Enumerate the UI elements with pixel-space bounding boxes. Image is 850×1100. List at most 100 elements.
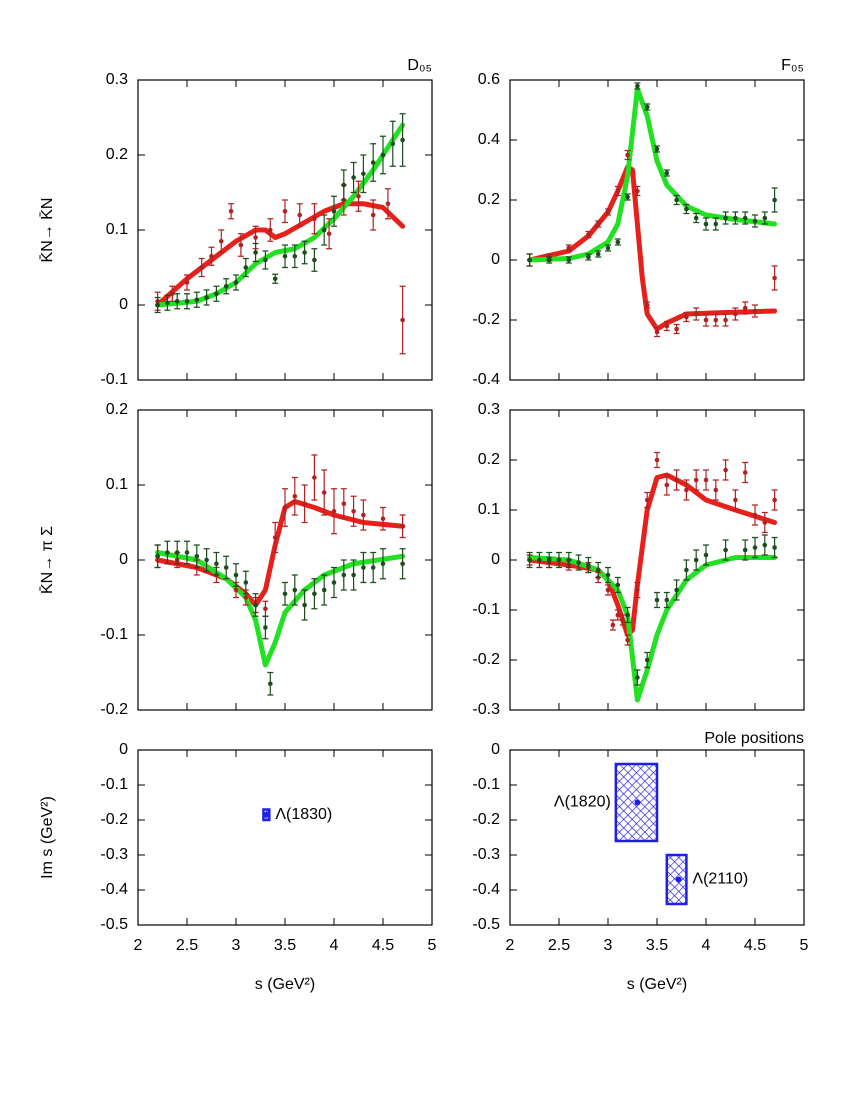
data-point [625,152,630,158]
x-tick-label: 3 [232,937,241,954]
data-point [233,280,239,285]
data-point [155,553,160,559]
data-point [703,552,709,558]
y-tick-label: -0.4 [472,371,500,388]
data-point [762,542,768,548]
data-point [674,587,679,593]
data-point [693,215,699,221]
data-point [223,565,229,570]
data-point [155,302,160,308]
data-point [209,253,214,259]
data-point [204,557,209,563]
data-point [321,587,327,593]
data-point [253,235,258,240]
pole-center [634,799,641,806]
data-point [605,572,611,578]
data-point [713,221,719,227]
data-point [644,302,650,308]
data-point [605,245,611,251]
data-point [733,311,738,317]
data-point [268,227,273,233]
x-tick-label: 5 [800,937,809,954]
data-point [219,238,224,244]
y-tick-label: -0.1 [100,626,128,643]
data-point [713,487,719,493]
data-point [321,227,327,233]
data-point [742,547,748,553]
data-point [361,512,366,518]
y-tick-label: 0 [119,296,128,313]
data-point [214,561,219,567]
y-tick-label: -0.2 [472,311,500,328]
pole-label: Λ(2110) [692,871,748,888]
data-point [684,487,689,493]
data-point [772,497,777,503]
data-point [312,257,317,263]
plot-frame [137,409,433,711]
data-point [527,557,532,563]
y-tick-label: 0.2 [478,451,500,468]
y-axis-label: K̄N→ π Σ [39,526,56,594]
x-tick-label: 2.5 [176,937,198,954]
data-point [723,317,728,323]
data-point [566,257,572,263]
data-point [723,547,728,553]
x-tick-label: 4.5 [372,937,394,954]
y-tick-label: 0.2 [106,401,128,418]
data-point [576,560,581,565]
data-point [243,595,249,600]
plot-frame [137,749,433,926]
y-tick-label: 0 [491,741,500,758]
data-point [654,146,660,152]
x-tick-label: 3.5 [274,937,296,954]
data-point [233,572,239,578]
data-point [733,497,738,503]
data-point [644,657,650,663]
data-point [238,242,244,248]
data-point [214,291,219,297]
data-point [703,477,709,483]
x-axis-label: s (GeV²) [627,976,687,993]
x-tick-label: 2 [134,937,143,954]
data-point [228,208,234,214]
data-point [282,505,288,510]
data-point [615,188,621,194]
data-point [772,197,777,203]
panel: -0.1 0 0.1 0.2 0.3 D₀₅ K̄N→ K̄N [39,57,433,388]
data-point [742,215,748,221]
x-tick-label: 2.5 [548,937,570,954]
data-point [243,265,249,270]
data-point [723,467,728,473]
data-point [752,512,758,518]
data-point [693,557,699,563]
data-point [635,587,640,593]
data-point [184,280,190,285]
data-point [351,175,356,180]
fit-band [527,164,778,332]
y-tick-label: -0.2 [100,701,128,718]
data-point [331,508,337,514]
panel: -0.4 -0.2 0 0.2 0.4 0.6 F₀₅ [472,57,805,388]
data-point [674,477,679,483]
data-point [243,580,249,585]
data-point [684,314,689,320]
pole-label: Λ(1820) [554,794,611,811]
data-point [292,493,298,499]
plot-frame [509,79,805,381]
x-tick-label: 4 [330,937,339,954]
panel-title: F₀₅ [781,57,804,74]
plot-frame [137,79,433,381]
data-point [351,508,356,514]
data-point [620,617,625,623]
data-point [272,535,278,540]
x-tick-label: 3 [604,937,613,954]
y-tick-label: -0.2 [472,651,500,668]
data-point [199,265,204,270]
data-point [586,562,591,568]
y-tick-label: -0.3 [100,846,128,863]
fit-band [155,201,406,308]
y-tick-label: -0.2 [100,811,128,828]
data-point [664,597,670,603]
